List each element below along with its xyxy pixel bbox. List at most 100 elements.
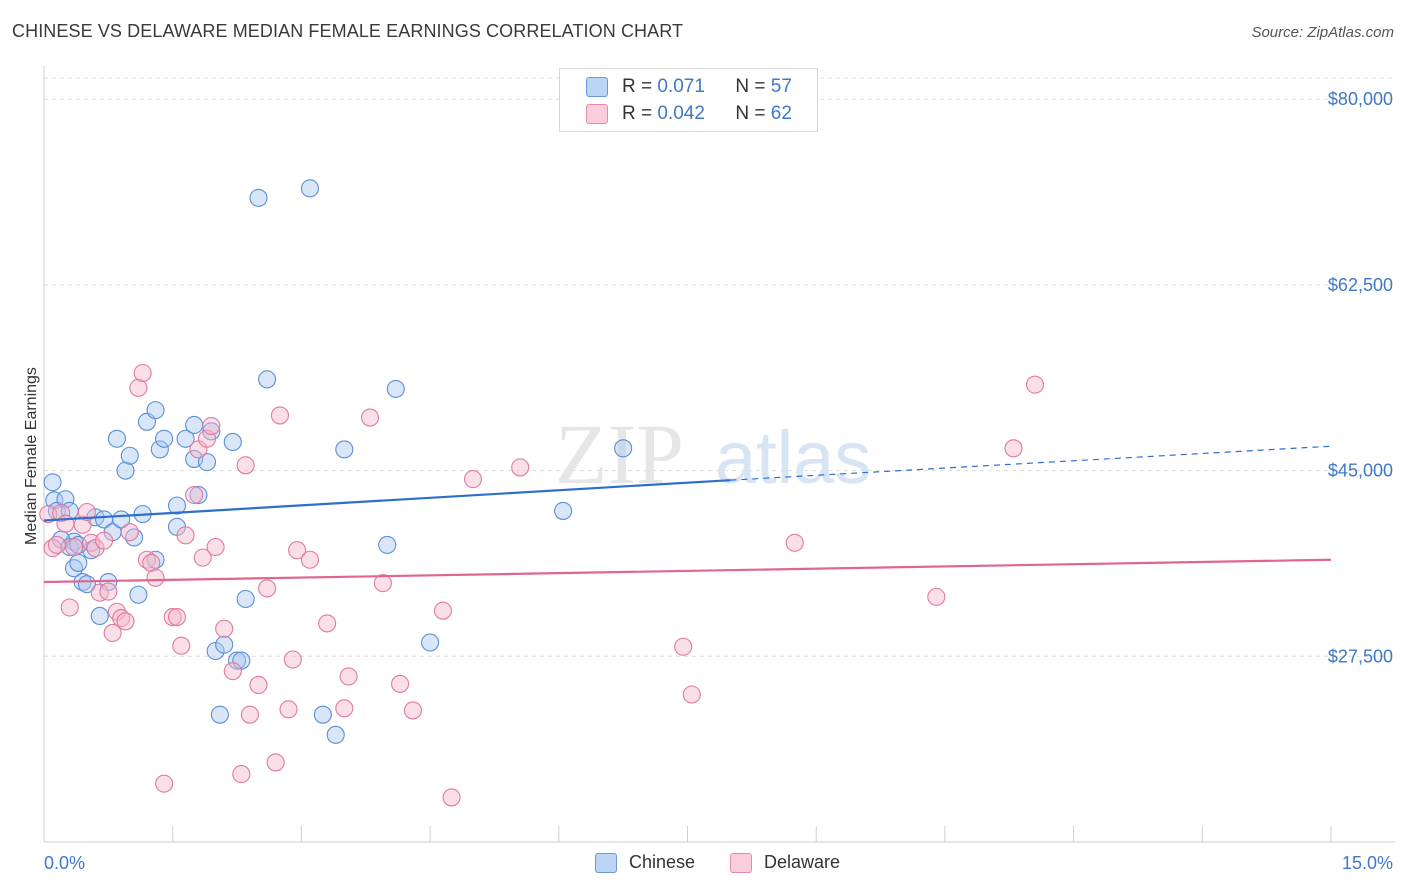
point-delaware	[373, 574, 392, 593]
legend-row-delaware: R = 0.042 N = 62	[586, 101, 792, 127]
point-delaware	[283, 650, 302, 669]
legend-n-label: N =	[735, 103, 766, 124]
legend-swatch-pink	[730, 852, 752, 873]
point-delaware	[463, 470, 483, 489]
point-delaware	[185, 485, 204, 505]
point-chinese	[155, 429, 174, 448]
chart-title: CHINESE VS DELAWARE MEDIAN FEMALE EARNIN…	[12, 21, 684, 41]
point-delaware	[120, 523, 139, 542]
point-chinese	[326, 725, 345, 744]
tick-labels: $27,500 $45,000 $62,500 $80,000 0.0% 15.0%	[44, 89, 1393, 873]
point-delaware	[258, 579, 277, 598]
point-delaware	[176, 526, 195, 545]
point-delaware	[339, 667, 358, 686]
point-delaware	[116, 612, 135, 631]
y-axis-label: Median Female Earnings	[23, 367, 40, 545]
point-delaware	[300, 550, 320, 569]
point-chinese	[120, 446, 139, 465]
legend-n-label: N =	[735, 76, 766, 97]
trend-line-delaware	[43, 558, 1332, 584]
point-chinese	[107, 429, 126, 448]
point-chinese	[146, 401, 165, 420]
point-delaware	[335, 699, 354, 718]
point-delaware	[682, 685, 701, 704]
point-delaware	[1025, 375, 1045, 394]
watermark-atlas: atlas	[715, 416, 871, 499]
point-delaware	[270, 406, 290, 425]
point-chinese	[313, 705, 332, 724]
point-chinese	[116, 461, 135, 480]
legend-n-value: 62	[770, 103, 792, 124]
legend-swatch-blue	[586, 77, 608, 97]
legend-label-chinese: Chinese	[629, 852, 696, 872]
series-legend: Chinese Delaware	[0, 852, 1406, 878]
trend-line-chinese-extrapolated	[730, 445, 1332, 481]
point-chinese	[77, 575, 96, 594]
point-chinese	[249, 188, 268, 207]
y-tick-label: $62,500	[1328, 275, 1393, 295]
point-chinese	[223, 432, 242, 452]
legend-r-value: 0.042	[657, 103, 705, 124]
legend-row-chinese: R = 0.071 N = 57	[586, 74, 792, 100]
point-delaware	[155, 774, 174, 793]
point-delaware	[77, 502, 96, 522]
correlation-legend: R = 0.071 N = 57 R = 0.042 N = 62	[559, 68, 818, 132]
point-delaware	[236, 456, 255, 475]
legend-r-label: R =	[622, 103, 653, 124]
point-delaware	[511, 458, 530, 477]
point-chinese	[56, 490, 75, 509]
point-chinese	[43, 473, 62, 492]
point-delaware	[167, 607, 187, 627]
point-delaware	[318, 614, 337, 633]
point-delaware	[240, 705, 259, 724]
point-delaware	[266, 753, 285, 772]
point-delaware	[403, 701, 422, 720]
point-delaware	[249, 675, 268, 695]
point-chinese	[300, 179, 320, 198]
point-chinese	[167, 496, 187, 515]
point-delaware	[142, 553, 161, 572]
point-chinese	[215, 635, 234, 654]
y-tick-label: $45,000	[1328, 461, 1393, 481]
point-chinese	[150, 440, 169, 459]
legend-swatch-pink	[586, 104, 608, 124]
legend-item-delaware[interactable]: Delaware	[730, 852, 840, 873]
legend-r-label: R =	[622, 76, 653, 97]
point-delaware	[215, 619, 234, 638]
point-delaware	[927, 587, 946, 606]
legend-item-chinese[interactable]: Chinese	[595, 852, 695, 873]
point-chinese	[176, 429, 195, 448]
point-delaware	[202, 416, 221, 436]
point-chinese	[197, 453, 217, 472]
y-tick-label: $27,500	[1328, 646, 1393, 666]
trend-line-chinese	[43, 479, 731, 522]
point-delaware	[39, 505, 58, 524]
legend-r-value: 0.071	[657, 76, 705, 97]
point-chinese	[69, 553, 88, 572]
point-delaware	[223, 662, 242, 681]
legend-swatch-blue	[595, 852, 617, 873]
x-tick-label: 15.0%	[1342, 853, 1393, 873]
axes	[43, 66, 1395, 843]
point-chinese	[554, 501, 573, 520]
point-delaware	[52, 504, 71, 523]
point-chinese	[185, 415, 204, 435]
point-delaware	[60, 598, 79, 617]
point-chinese	[90, 606, 109, 626]
point-chinese	[189, 485, 208, 505]
point-delaware	[288, 541, 307, 560]
point-delaware	[99, 582, 118, 601]
point-delaware	[64, 537, 84, 557]
point-chinese	[228, 651, 247, 670]
trend-lines	[43, 445, 1332, 584]
legend-label-delaware: Delaware	[764, 852, 841, 872]
source-label: Source: ZipAtlas.com	[1251, 24, 1394, 41]
point-delaware	[56, 514, 75, 533]
point-delaware	[785, 533, 804, 552]
x-tick-label: 0.0%	[44, 853, 85, 873]
point-chinese	[378, 535, 397, 554]
point-chinese	[258, 370, 277, 389]
point-delaware	[133, 363, 152, 383]
point-delaware	[206, 537, 225, 557]
